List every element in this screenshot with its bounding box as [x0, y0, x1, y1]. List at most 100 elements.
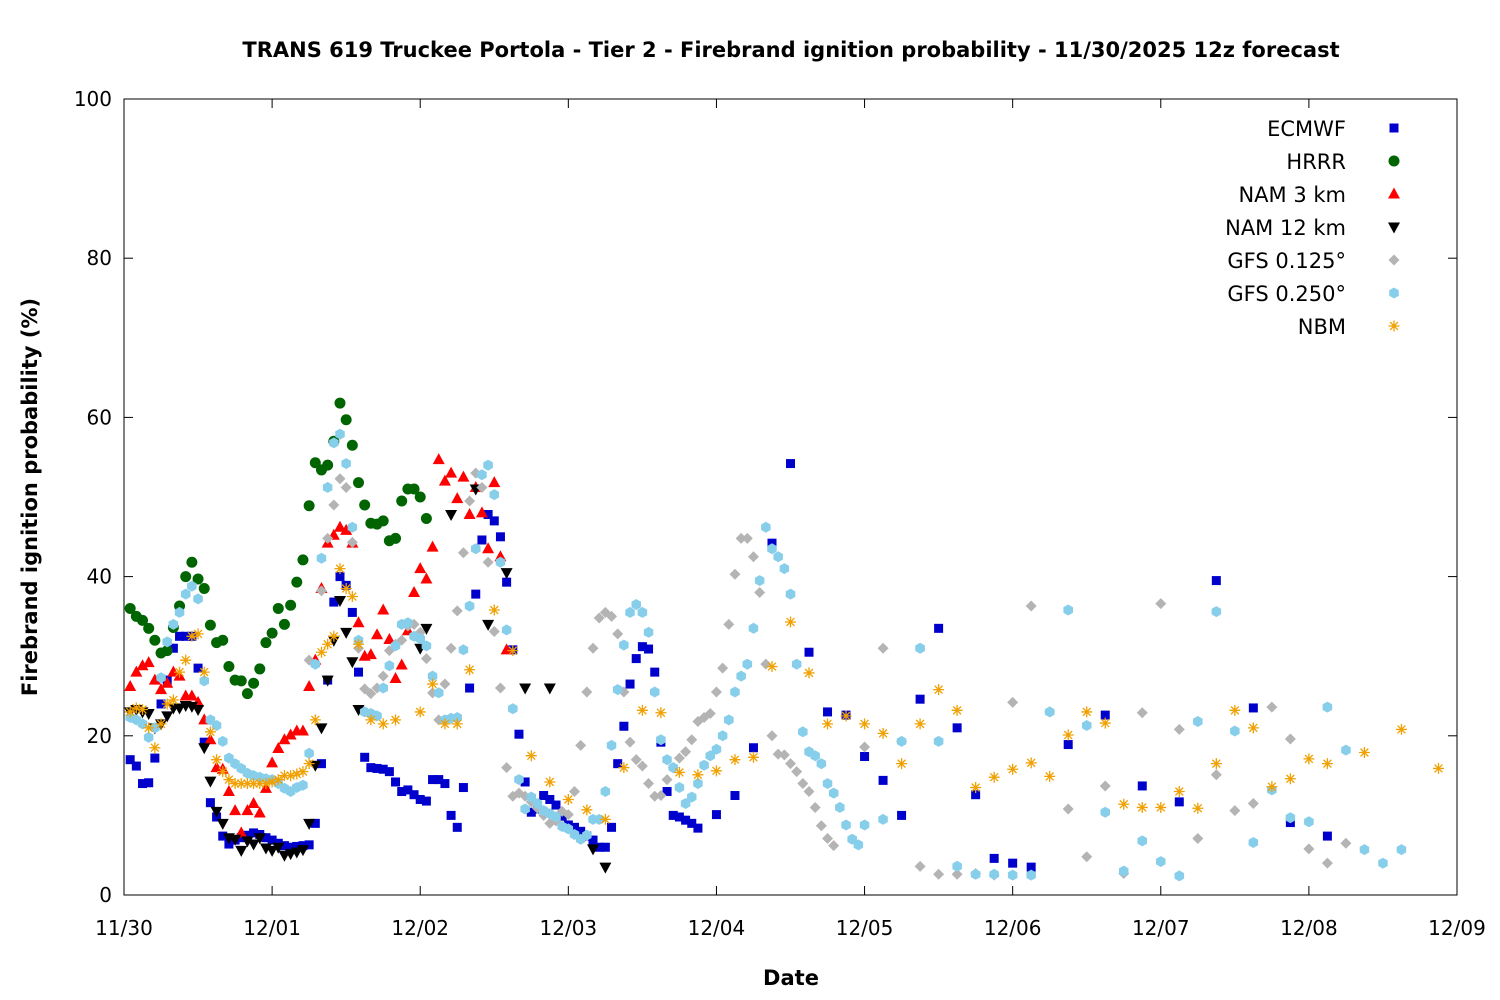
data-point: [877, 727, 889, 739]
data-point: [218, 735, 228, 747]
data-point: [137, 614, 149, 626]
data-point: [989, 853, 999, 863]
data-point: [192, 573, 204, 585]
data-point: [1025, 600, 1037, 612]
series-gfs-0-125: [303, 467, 1352, 881]
data-point: [292, 841, 302, 851]
data-point: [199, 737, 209, 747]
data-point: [1303, 843, 1315, 855]
data-point: [315, 646, 327, 658]
data-point: [650, 667, 660, 677]
data-point: [186, 556, 198, 568]
data-point: [353, 638, 365, 650]
y-tick-label: 0: [99, 883, 112, 907]
x-tick-label: 12/04: [688, 916, 746, 940]
data-point: [1081, 706, 1093, 718]
data-point: [235, 826, 248, 838]
data-point: [377, 718, 389, 730]
data-point: [637, 642, 647, 652]
data-point: [168, 618, 179, 630]
data-point: [835, 801, 845, 813]
data-point: [582, 829, 592, 841]
data-point: [217, 766, 229, 778]
data-point: [434, 775, 444, 785]
data-point: [717, 662, 729, 674]
data-point: [309, 457, 321, 469]
data-point: [710, 765, 722, 777]
data-point: [377, 603, 390, 615]
data-point: [644, 644, 654, 654]
data-point: [475, 506, 488, 518]
data-point: [1210, 769, 1222, 781]
legend-label: NBM: [1298, 315, 1346, 339]
data-point: [346, 439, 358, 451]
data-point: [532, 798, 543, 809]
data-point: [390, 640, 401, 652]
y-tick-label: 20: [87, 724, 112, 748]
data-point: [989, 868, 999, 880]
data-point: [717, 730, 728, 742]
data-point: [193, 663, 203, 673]
data-point: [606, 739, 617, 751]
data-point: [464, 600, 475, 612]
data-point: [249, 828, 259, 838]
data-point: [272, 774, 284, 786]
data-point: [896, 735, 907, 747]
y-axis-label: Firebrand ignition probability (%): [18, 298, 42, 696]
data-point: [488, 476, 501, 488]
data-point: [149, 742, 161, 754]
data-point: [747, 551, 759, 563]
data-point: [1099, 780, 1111, 792]
data-point: [211, 754, 223, 766]
data-point: [544, 776, 556, 788]
data-point: [840, 710, 852, 722]
legend-marker: [1388, 187, 1400, 199]
data-point: [254, 778, 266, 790]
data-point: [236, 833, 246, 843]
legend-item-nam-12-km: NAM 12 km: [1225, 216, 1400, 240]
data-point: [303, 679, 316, 691]
data-point: [761, 521, 771, 533]
data-point: [500, 643, 513, 655]
legend-item-gfs-0-125: GFS 0.125°: [1227, 249, 1400, 273]
data-point: [156, 699, 166, 709]
data-point: [222, 785, 235, 797]
data-point: [877, 642, 889, 654]
data-point: [137, 704, 149, 716]
data-point: [786, 459, 795, 469]
data-point: [329, 437, 339, 449]
data-point: [631, 654, 641, 664]
data-point: [1378, 857, 1388, 869]
data-point: [1395, 723, 1407, 735]
legend-item-ecmwf: ECMWF: [1267, 117, 1399, 141]
data-point: [767, 538, 777, 548]
data-point: [340, 583, 352, 595]
data-point: [681, 815, 691, 825]
data-point: [303, 758, 315, 770]
data-point: [543, 683, 556, 695]
data-point: [198, 666, 210, 678]
data-point: [465, 683, 475, 693]
x-tick-label: 11/30: [95, 916, 153, 940]
data-point: [1173, 786, 1185, 798]
data-point: [334, 563, 346, 575]
data-point: [686, 734, 698, 746]
data-point: [372, 763, 382, 773]
y-tick-label: 40: [87, 565, 112, 589]
data-point: [693, 778, 703, 790]
data-point: [1304, 816, 1314, 828]
data-point: [352, 616, 365, 628]
data-point: [360, 752, 370, 762]
data-point: [619, 721, 629, 731]
data-point: [303, 818, 316, 830]
data-point: [710, 686, 722, 698]
data-point: [180, 654, 192, 666]
data-point: [471, 543, 481, 555]
data-point: [420, 623, 433, 635]
data-point: [278, 733, 291, 745]
data-point: [897, 810, 907, 820]
data-point: [161, 698, 173, 710]
data-point: [335, 428, 345, 440]
data-point: [162, 636, 172, 648]
data-point: [161, 676, 174, 688]
